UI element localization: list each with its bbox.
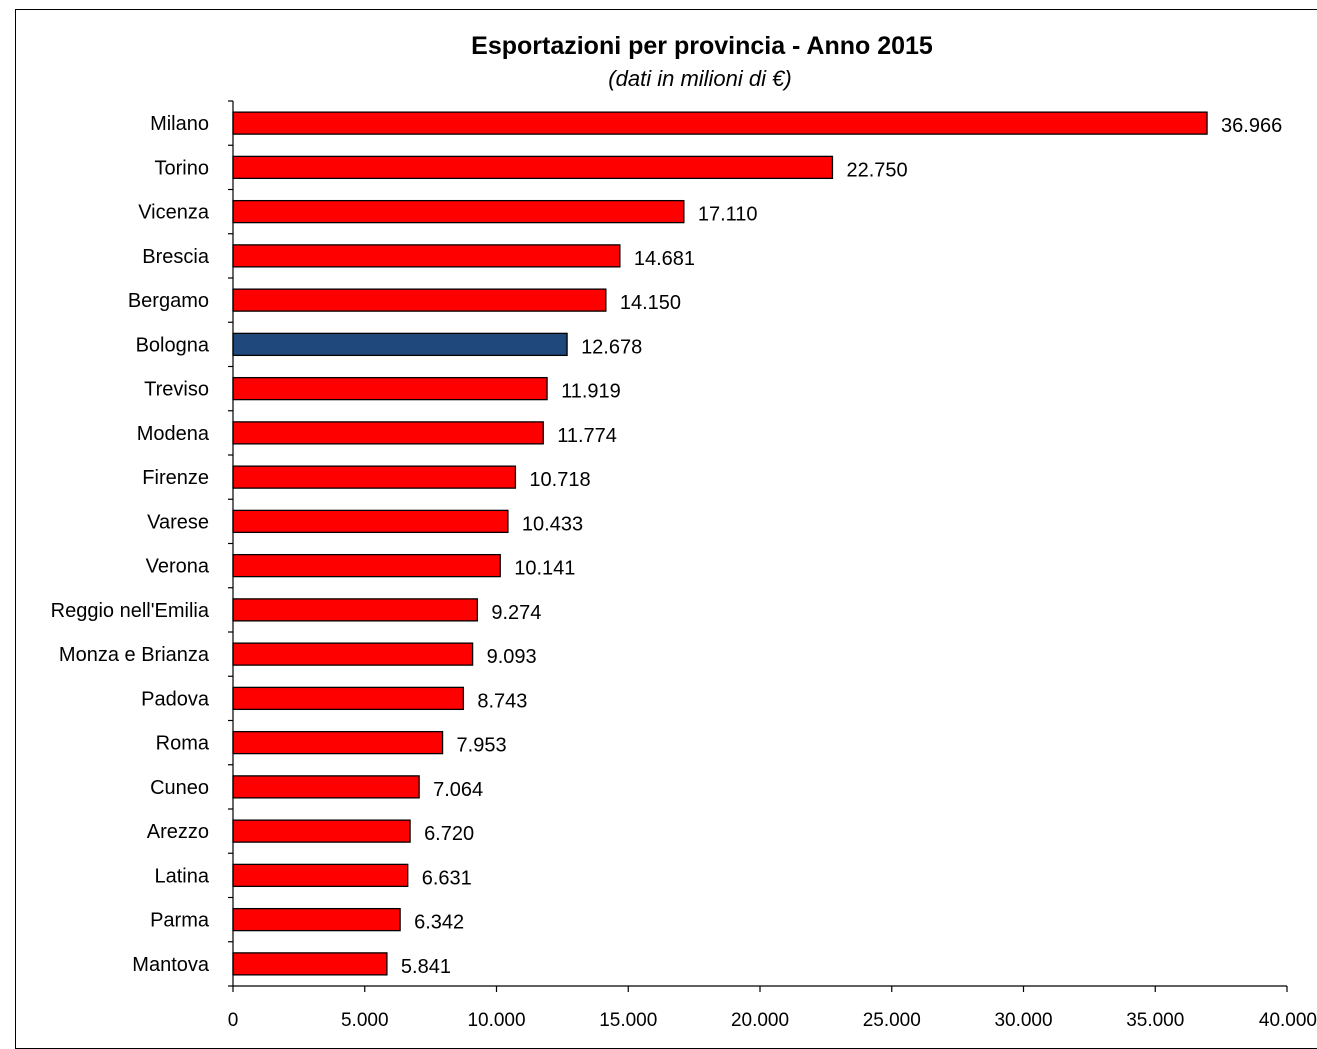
bar-mantova bbox=[232, 952, 388, 976]
data-label: 6.342 bbox=[414, 912, 464, 934]
category-label: Arezzo bbox=[147, 821, 209, 843]
bar-padova bbox=[232, 686, 465, 711]
data-label: 10.718 bbox=[529, 469, 590, 491]
category-label: Cuneo bbox=[150, 777, 209, 799]
x-tick-label: 30.000 bbox=[994, 1010, 1052, 1031]
category-label: Brescia bbox=[142, 246, 210, 268]
data-label: 6.631 bbox=[422, 867, 472, 889]
data-label: 7.064 bbox=[433, 779, 483, 801]
x-tick-label: 20.000 bbox=[731, 1010, 789, 1031]
x-tick-label: 0 bbox=[228, 1010, 239, 1031]
category-label: Varese bbox=[147, 511, 209, 533]
bar-varese bbox=[232, 509, 509, 534]
axis-layer: 0 5.000 10.000 15.000 20.000 25.000 30.000 35.0… bbox=[228, 100, 1317, 1031]
x-tick-label: 5.000 bbox=[341, 1010, 389, 1031]
bar-latina bbox=[232, 863, 409, 888]
x-tick-label: 40.000 bbox=[1259, 1010, 1317, 1031]
bar-firenze bbox=[232, 465, 517, 489]
category-label: Bologna bbox=[136, 334, 210, 356]
data-label: 14.681 bbox=[634, 248, 695, 270]
category-label: Monza e Brianza bbox=[59, 644, 210, 666]
bar-reggio-nell-emilia bbox=[232, 598, 479, 622]
bar-roma bbox=[232, 730, 444, 755]
category-label: Milano bbox=[150, 113, 209, 135]
data-label: 10.141 bbox=[514, 558, 575, 580]
data-label: 8.743 bbox=[477, 690, 527, 712]
data-label: 14.150 bbox=[620, 292, 681, 314]
chart-subtitle: (dati in milioni di €) bbox=[608, 66, 791, 91]
data-label: 10.433 bbox=[522, 513, 583, 535]
category-label: Firenze bbox=[142, 467, 209, 489]
data-label: 36.966 bbox=[1221, 115, 1282, 137]
bar-parma bbox=[232, 907, 401, 932]
category-label: Torino bbox=[155, 157, 209, 179]
category-label: Verona bbox=[146, 556, 210, 578]
data-label: 9.274 bbox=[491, 602, 541, 624]
bar-bologna bbox=[232, 332, 568, 357]
bar-bergamo bbox=[232, 288, 607, 312]
bar-brescia bbox=[232, 244, 621, 268]
bar-vicenza bbox=[232, 199, 685, 224]
bar-milano bbox=[232, 111, 1208, 135]
x-tick-label: 35.000 bbox=[1126, 1010, 1184, 1031]
data-label: 12.678 bbox=[581, 336, 642, 358]
bar-cuneo bbox=[232, 775, 420, 799]
data-label: 7.953 bbox=[457, 735, 507, 757]
bar-modena bbox=[232, 421, 544, 445]
category-label: Parma bbox=[150, 910, 210, 932]
data-label: 9.093 bbox=[487, 646, 537, 668]
category-label: Latina bbox=[155, 865, 210, 887]
data-label: 11.774 bbox=[557, 425, 617, 447]
x-tick-label: 25.000 bbox=[863, 1010, 921, 1031]
x-tick-label: 15.000 bbox=[599, 1010, 657, 1031]
bars-layer: Milano 36.966 Torino 22.750 Vicenza 17.110 Bre… bbox=[51, 111, 1282, 978]
bar-verona bbox=[232, 553, 501, 578]
category-label: Padova bbox=[141, 688, 210, 710]
category-label: Mantova bbox=[132, 954, 210, 976]
bar-arezzo bbox=[232, 819, 411, 843]
category-label: Bergamo bbox=[128, 290, 209, 312]
data-label: 6.720 bbox=[424, 823, 474, 845]
category-label: Modena bbox=[137, 423, 210, 445]
data-label: 17.110 bbox=[698, 204, 758, 226]
bar-treviso bbox=[232, 376, 548, 401]
chart-frame bbox=[15, 9, 1317, 1049]
category-label: Roma bbox=[156, 733, 210, 755]
category-label: Reggio nell'Emilia bbox=[51, 600, 210, 622]
category-label: Treviso bbox=[144, 379, 209, 401]
data-label: 22.750 bbox=[846, 159, 907, 181]
chart-title: Esportazioni per provincia - Anno 2015 bbox=[471, 32, 933, 60]
bar-monza-e-brianza bbox=[232, 642, 474, 666]
bar-torino bbox=[232, 155, 834, 180]
data-label: 11.919 bbox=[561, 381, 621, 403]
category-label: Vicenza bbox=[138, 202, 210, 224]
x-tick-label: 10.000 bbox=[467, 1010, 525, 1031]
data-label: 5.841 bbox=[401, 956, 451, 978]
